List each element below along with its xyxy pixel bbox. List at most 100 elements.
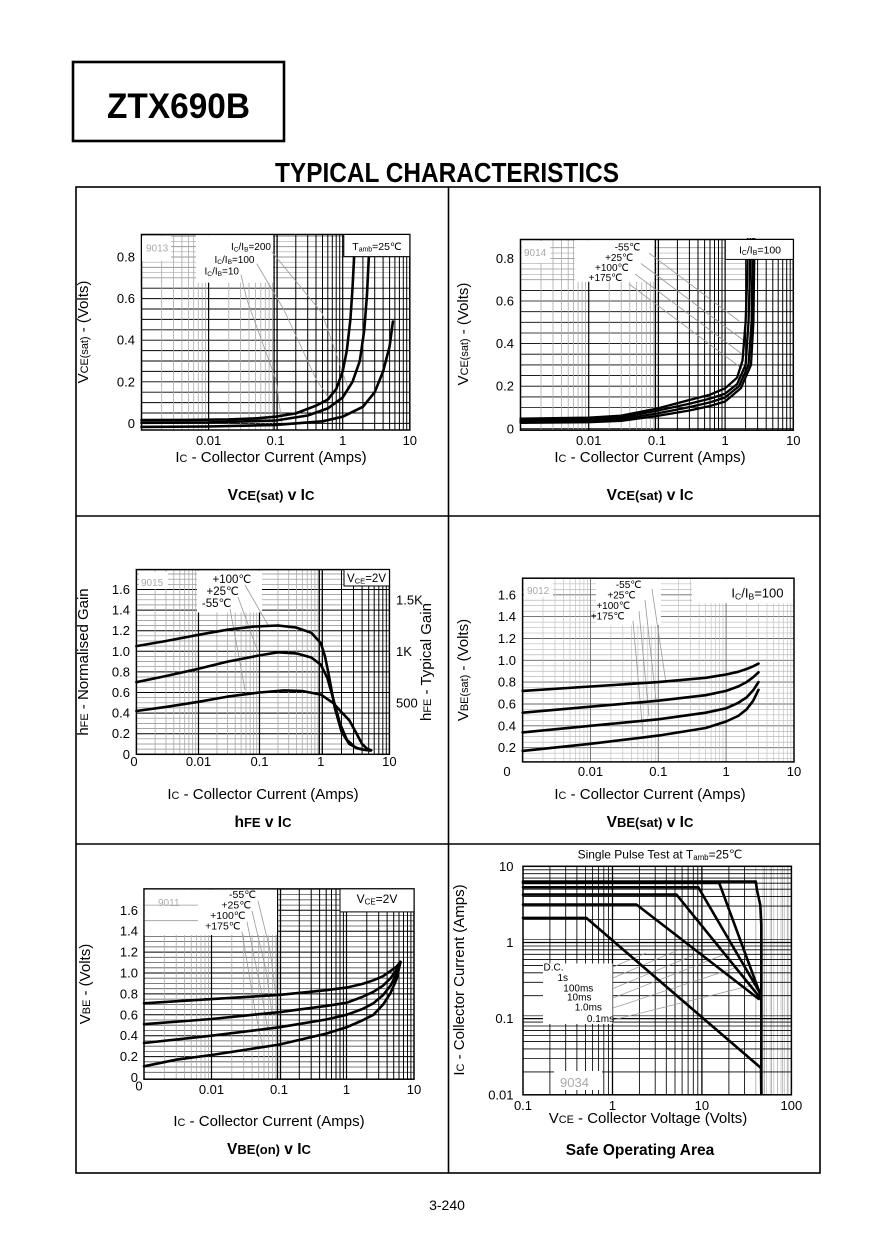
svg-text:+100℃: +100℃ [596,601,630,612]
svg-text:1.6: 1.6 [112,582,130,597]
svg-text:VBE(sat) - (Volts): VBE(sat) - (Volts) [455,619,472,721]
svg-text:+175℃: +175℃ [591,611,625,622]
svg-text:10: 10 [499,859,513,874]
svg-text:Tamb=25℃: Tamb=25℃ [352,241,402,253]
svg-text:0: 0 [123,747,130,762]
svg-text:+175℃: +175℃ [589,273,623,284]
svg-text:10: 10 [382,754,396,769]
svg-text:D.C.: D.C. [544,963,564,974]
svg-text:10ms: 10ms [567,993,591,1004]
svg-text:+100℃: +100℃ [213,574,252,586]
svg-text:+100℃: +100℃ [595,263,629,274]
svg-text:0.1: 0.1 [514,1098,532,1113]
svg-text:-55℃: -55℃ [229,889,256,901]
svg-text:1s: 1s [558,973,569,984]
svg-text:0.4: 0.4 [498,718,516,733]
svg-text:IC - Collector Current (Amps): IC - Collector Current (Amps) [175,449,366,466]
svg-text:0.2: 0.2 [496,379,514,394]
svg-text:1: 1 [339,433,346,448]
svg-text:IC/IB=10: IC/IB=10 [205,267,240,278]
svg-text:9014: 9014 [524,248,547,259]
svg-text:IC/IB=200: IC/IB=200 [231,242,271,253]
svg-text:IC - Collector Current (Amps): IC - Collector Current (Amps) [167,786,358,803]
svg-text:500: 500 [396,695,418,710]
svg-text:0.4: 0.4 [496,336,514,351]
svg-text:0.4: 0.4 [120,1028,138,1043]
svg-text:IC - Collector Current (Amps): IC - Collector Current (Amps) [554,786,745,803]
svg-text:IC - Collector Current (Amps): IC - Collector Current (Amps) [173,1113,364,1130]
svg-text:0.1: 0.1 [649,764,667,779]
svg-text:10: 10 [407,1082,421,1097]
svg-text:+25℃: +25℃ [607,591,635,602]
svg-text:10: 10 [786,433,800,448]
svg-text:1.2: 1.2 [120,945,138,960]
svg-text:TYPICAL CHARACTERISTICS: TYPICAL CHARACTERISTICS [275,157,619,188]
svg-text:+25℃: +25℃ [207,586,240,598]
svg-text:1: 1 [609,1098,616,1113]
svg-text:9015: 9015 [141,578,164,589]
svg-text:0.01: 0.01 [186,754,211,769]
svg-text:hFE - Normalised Gain: hFE - Normalised Gain [75,588,92,735]
svg-text:0.1: 0.1 [648,433,666,448]
svg-text:ZTX690B: ZTX690B [107,87,250,126]
svg-text:0: 0 [507,421,514,436]
svg-text:9034: 9034 [560,1075,589,1090]
svg-text:0.01: 0.01 [578,764,603,779]
svg-text:0.2: 0.2 [498,740,516,755]
svg-text:VCE(sat) - (Volts): VCE(sat) - (Volts) [455,283,472,386]
svg-text:VCE=2V: VCE=2V [357,892,398,907]
svg-text:0.1: 0.1 [495,1011,513,1026]
svg-text:1.4: 1.4 [112,603,130,618]
svg-text:VBE(sat) v IC: VBE(sat) v IC [607,814,694,831]
svg-text:10: 10 [787,764,801,779]
svg-text:1: 1 [317,754,324,769]
svg-text:+175℃: +175℃ [205,920,241,932]
svg-text:1.0: 1.0 [112,644,130,659]
svg-text:IC/IB=100: IC/IB=100 [739,245,781,257]
svg-text:1: 1 [343,1082,350,1097]
svg-text:100: 100 [781,1098,803,1113]
svg-text:9013: 9013 [146,244,169,255]
svg-text:0.01: 0.01 [576,433,601,448]
svg-text:0.01: 0.01 [199,1082,224,1097]
svg-text:0.8: 0.8 [120,986,138,1001]
svg-text:1: 1 [722,764,729,779]
svg-text:Single Pulse Test at Tamb=25℃: Single Pulse Test at Tamb=25℃ [578,848,743,863]
svg-text:hFE - Typical Gain: hFE - Typical Gain [418,603,435,721]
svg-text:1.0: 1.0 [498,653,516,668]
svg-text:0.8: 0.8 [496,251,514,266]
svg-text:1.0ms: 1.0ms [575,1003,602,1014]
svg-text:0.6: 0.6 [112,685,130,700]
svg-text:+25℃: +25℃ [221,900,251,912]
svg-text:10: 10 [403,433,417,448]
svg-text:3-240: 3-240 [429,1197,465,1213]
svg-text:0: 0 [131,1070,138,1085]
svg-text:0.1: 0.1 [270,1082,288,1097]
svg-text:VCE - Collector Voltage (Volts: VCE - Collector Voltage (Volts) [549,1110,748,1127]
svg-text:0.6: 0.6 [117,291,135,306]
svg-text:VCE(sat) - (Volts): VCE(sat) - (Volts) [75,281,92,384]
svg-text:1.6: 1.6 [498,587,516,602]
svg-text:VBE(on) v IC: VBE(on) v IC [227,1141,312,1158]
svg-text:VCE(sat) v IC: VCE(sat) v IC [228,487,315,504]
svg-text:+25℃: +25℃ [605,253,633,264]
svg-text:0.8: 0.8 [112,664,130,679]
svg-text:1.6: 1.6 [120,903,138,918]
svg-text:0.2: 0.2 [112,726,130,741]
svg-text:0.1: 0.1 [267,433,285,448]
svg-text:1.2: 1.2 [112,623,130,638]
svg-text:0.8: 0.8 [498,675,516,690]
svg-text:IC - Collector Current (Amps): IC - Collector Current (Amps) [451,884,468,1075]
svg-text:9011: 9011 [158,898,180,909]
svg-text:100ms: 100ms [563,984,593,995]
svg-text:0.1ms: 0.1ms [587,1014,614,1025]
svg-text:1.4: 1.4 [498,609,516,624]
svg-text:-55℃: -55℃ [615,242,641,253]
svg-text:1.2: 1.2 [498,631,516,646]
svg-text:0.8: 0.8 [117,250,135,265]
svg-text:0: 0 [503,764,510,779]
svg-text:0: 0 [128,416,135,431]
svg-text:10: 10 [695,1098,709,1113]
svg-text:+100℃: +100℃ [210,910,246,922]
svg-text:IC/IB=100: IC/IB=100 [731,586,783,602]
